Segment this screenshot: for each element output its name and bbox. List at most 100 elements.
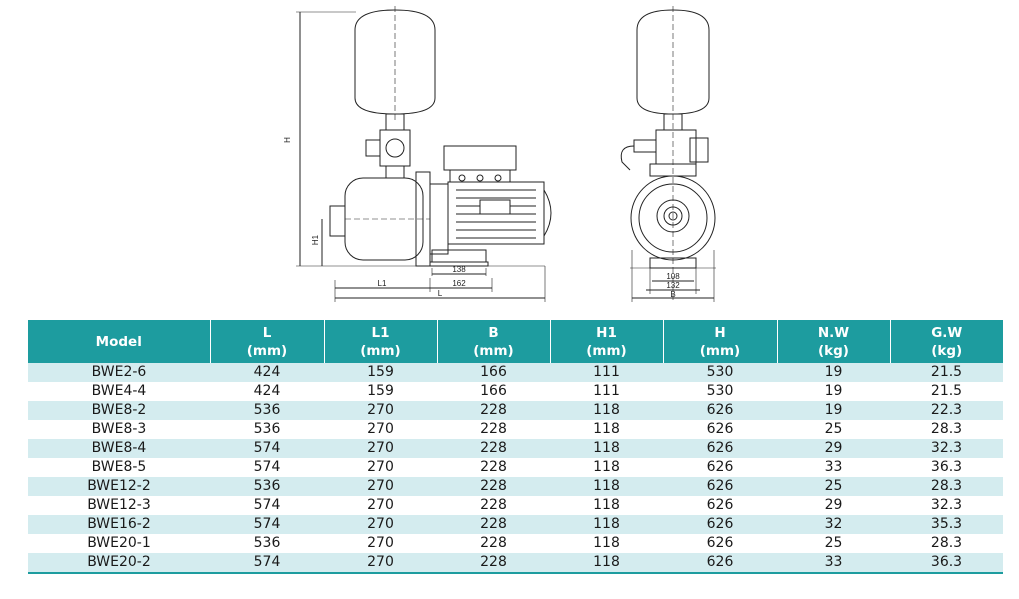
table-cell: 19 [777,363,890,382]
table-cell: 536 [210,420,324,439]
table-cell: 270 [324,553,437,574]
front-pressure-tank [636,9,710,115]
table-cell: 626 [663,439,777,458]
column-header: B (mm) [436,320,550,363]
model-cell: BWE20-1 [28,534,210,553]
column-header-label: L1 [371,324,390,341]
table-cell: 19 [777,382,890,401]
table-cell: 228 [437,553,550,574]
column-header: H (mm) [662,320,777,363]
model-cell: BWE12-2 [28,477,210,496]
model-cell: BWE4-4 [28,382,210,401]
model-cell: BWE8-2 [28,401,210,420]
table-cell: 118 [550,458,663,477]
column-header-unit: (mm) [360,342,401,359]
side-view-drawing [296,6,552,302]
table-cell: 118 [550,515,663,534]
table-cell: 626 [663,458,777,477]
column-header-unit: (mm) [586,342,627,359]
table-cell: 270 [324,439,437,458]
valve-body [379,129,411,167]
table-cell: 270 [324,515,437,534]
model-cell: BWE8-3 [28,420,210,439]
pressure-tank [354,9,436,115]
control-box [443,145,517,171]
table-row: BWE12-2 536 270 228 118 626 25 28.3 [28,477,1003,496]
table-row: BWE8-3 536 270 228 118 626 25 28.3 [28,420,1003,439]
column-header-label: N.W [817,324,850,341]
dim-label-138: 138 [452,265,466,274]
column-header: N.W (kg) [776,320,890,363]
table-cell: 574 [210,553,324,574]
table-cell: 35.3 [890,515,1003,534]
column-header: L (mm) [209,320,324,363]
front-view-drawing [620,6,716,302]
model-cell: BWE16-2 [28,515,210,534]
table-cell: 626 [663,496,777,515]
table-cell: 228 [437,439,550,458]
table-row: BWE8-2 536 270 228 118 626 19 22.3 [28,401,1003,420]
table-row: BWE2-6 424 159 166 111 530 19 21.5 [28,363,1003,382]
table-cell: 626 [663,534,777,553]
table-cell: 111 [550,382,663,401]
column-header-label: B [488,324,499,341]
column-header: G.W (kg) [889,320,1003,363]
table-cell: 21.5 [890,363,1003,382]
table-cell: 228 [437,458,550,477]
table-cell: 118 [550,401,663,420]
table-cell: 626 [663,420,777,439]
table-cell: 228 [437,477,550,496]
column-header-unit: (kg) [818,342,849,359]
table-cell: 228 [437,534,550,553]
dim-label-h1: H1 [311,234,320,245]
table-cell: 228 [437,515,550,534]
dim-label-h: H [283,137,292,143]
table-cell: 574 [210,439,324,458]
table-cell: 166 [437,382,550,401]
table-cell: 33 [777,458,890,477]
column-header: Model [28,320,210,363]
table-row: BWE20-1 536 270 228 118 626 25 28.3 [28,534,1003,553]
table-cell: 111 [550,363,663,382]
table-row: BWE4-4 424 159 166 111 530 19 21.5 [28,382,1003,401]
front-pump-housing [630,175,716,261]
table-cell: 32 [777,515,890,534]
table-cell: 25 [777,420,890,439]
table-cell: 25 [777,534,890,553]
table-cell: 159 [324,363,437,382]
dim-label-b: B [670,290,675,299]
table-cell: 159 [324,382,437,401]
table-cell: 33 [777,553,890,574]
table-cell: 36.3 [890,458,1003,477]
table-cell: 118 [550,420,663,439]
table-cell: 228 [437,420,550,439]
dim-label-l1: L1 [378,279,387,288]
table-cell: 270 [324,458,437,477]
table-cell: 424 [210,382,324,401]
table-row: BWE16-2 574 270 228 118 626 32 35.3 [28,515,1003,534]
table-cell: 28.3 [890,534,1003,553]
model-cell: BWE2-6 [28,363,210,382]
table-cell: 28.3 [890,420,1003,439]
table-cell: 32.3 [890,496,1003,515]
table-cell: 270 [324,534,437,553]
table-cell: 626 [663,553,777,574]
table-cell: 424 [210,363,324,382]
dim-label-l: L [438,289,443,298]
table-row: BWE20-2 574 270 228 118 626 33 36.3 [28,553,1003,574]
dim-label-162: 162 [452,279,466,288]
dim-label-132: 132 [666,281,680,290]
column-header-label: G.W [931,324,963,341]
table-cell: 536 [210,477,324,496]
column-header-unit: (mm) [246,342,288,359]
column-header: H1 (mm) [549,320,663,363]
table-row: BWE12-3 574 270 228 118 626 29 32.3 [28,496,1003,515]
pump-drawing-svg: H H1 138 L1 162 L 108 132 B [283,6,716,302]
table-cell: 22.3 [890,401,1003,420]
table-cell: 118 [550,439,663,458]
table-cell: 626 [663,401,777,420]
table-cell: 25 [777,477,890,496]
column-header-label: H1 [596,324,617,341]
table-row: BWE8-5 574 270 228 118 626 33 36.3 [28,458,1003,477]
table-cell: 530 [663,382,777,401]
